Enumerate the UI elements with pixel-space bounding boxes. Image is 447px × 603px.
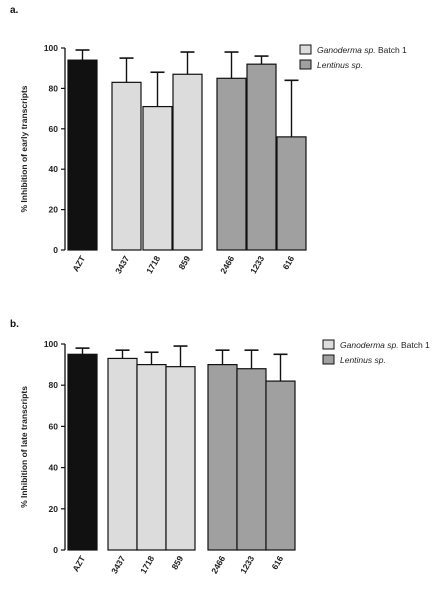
legend-swatch-lentinus [322,354,335,365]
bar-616 [265,380,296,551]
bar-2466 [207,364,238,551]
y-tick-label: 80 [49,83,59,93]
y-axis-label: % Inhibition of late transcripts [19,386,29,508]
x-tick-label: 1718 [144,254,162,276]
bar-859 [165,366,196,551]
y-tick-label: 20 [49,205,59,215]
bar-2466 [216,77,247,251]
panel-label: b. [10,319,19,330]
bar-1718 [136,364,167,551]
y-tick-label: 100 [44,43,58,53]
y-tick-label: 40 [49,463,59,473]
y-tick-label: 0 [53,245,58,255]
chart-panel-a: a. % Inhibition of early transcripts 0 20 40… [10,5,407,275]
legend-entry-ganoderma: Ganoderma sp. Batch 1 [317,45,407,55]
x-tick-label: AZT [70,553,87,573]
legend-entry-lentinus: Lentinus sp. [340,355,386,365]
x-tick-label: 616 [280,254,296,272]
bar-3437 [111,81,142,251]
bar-859 [172,73,203,251]
x-tick-label: AZT [70,253,87,273]
bar-AZT [67,353,98,551]
legend-entry-ganoderma: Ganoderma sp. Batch 1 [340,340,430,350]
y-tick-label: 0 [53,545,58,555]
x-tick-label: 3437 [113,254,131,276]
x-tick-label: 616 [269,554,285,572]
x-tick-label: 1233 [238,554,256,576]
y-tick-label: 100 [44,339,58,349]
bar-AZT [67,59,98,251]
y-tick-label: 60 [49,421,59,431]
legend-swatch-ganoderma [322,339,335,350]
x-tick-label: 2466 [218,254,236,276]
bar-3437 [107,357,138,551]
bar-1233 [236,368,267,551]
y-tick-label: 40 [49,164,59,174]
x-tick-label: 859 [176,254,192,272]
x-tick-label: 1233 [248,254,266,276]
chart-panel-b: b. % Inhibition of late transcripts 0 20 40 6… [10,319,430,575]
x-tick-label: 3437 [109,554,127,576]
y-tick-label: 20 [49,504,59,514]
y-tick-label: 80 [49,380,59,390]
y-tick-label: 60 [49,124,59,134]
x-tick-label: 1718 [138,554,156,576]
legend-entry-lentinus: Lentinus sp. [317,60,363,70]
bar-1718 [142,105,173,251]
x-tick-label: 2466 [209,554,227,576]
panel-label: a. [10,5,19,16]
bar-1233 [246,63,277,251]
bar-616 [276,136,307,251]
x-tick-label: 859 [169,554,185,572]
legend-swatch-lentinus [299,59,312,70]
y-axis-label: % Inhibition of early transcripts [19,85,29,212]
legend-swatch-ganoderma [299,44,312,55]
